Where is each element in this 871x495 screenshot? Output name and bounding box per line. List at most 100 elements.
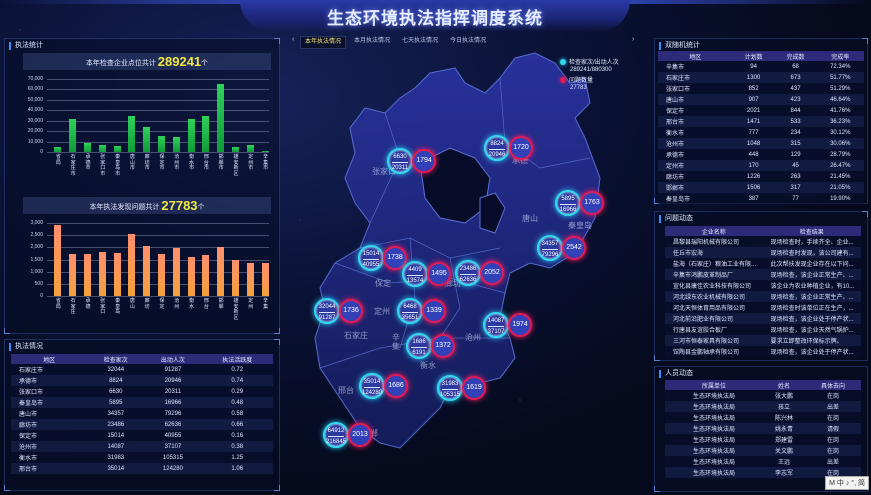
table-row[interactable]: 生态环境执法局 张大鹏 在岗: [665, 390, 861, 401]
bar[interactable]: [261, 150, 269, 152]
bar[interactable]: [128, 116, 136, 152]
issue-count-bubble[interactable]: 1619: [462, 376, 486, 400]
table-row[interactable]: 唐山市 34357 79296 0.58: [11, 408, 273, 419]
issue-count-bubble[interactable]: 1720: [509, 136, 533, 160]
table-row[interactable]: 生态环境执法局 郑建雷 在岗: [665, 434, 861, 445]
table-row[interactable]: 辛集市 94 68 72.34%: [658, 61, 864, 72]
bar[interactable]: [187, 118, 195, 152]
issue-count-bubble[interactable]: 1736: [339, 299, 363, 323]
table-row[interactable]: 廊坊市 1226 263 21.45%: [658, 171, 864, 182]
bar[interactable]: [172, 247, 180, 296]
table-row[interactable]: 昌黎县瑞阳机械有限公司 现场检查时，手续齐全、企业...: [665, 236, 861, 247]
issue-count-bubble[interactable]: 1974: [508, 313, 532, 337]
issue-count-bubble[interactable]: 1763: [580, 191, 604, 215]
issue-count-bubble[interactable]: 1686: [384, 374, 408, 398]
table-row[interactable]: 保定市 15014 40955 0.16: [11, 430, 273, 441]
table-row[interactable]: 生态环境执法局 王远 出差: [665, 456, 861, 467]
table-row[interactable]: 河北绿东农业机械有限公司 现场检查，该企业正常生产、...: [665, 291, 861, 302]
table-row[interactable]: 盐海（石家庄）粮油工业有限... 此次帮扶发现企业存在以下问...: [665, 258, 861, 269]
table-row[interactable]: 秦皇岛市 5895 16966 0.48: [11, 397, 273, 408]
bar[interactable]: [69, 253, 77, 296]
bar[interactable]: [202, 254, 210, 296]
table-row[interactable]: 任丘市宏海 现场检查时发现，该公司建有...: [665, 247, 861, 258]
bar[interactable]: [54, 147, 62, 152]
bar[interactable]: [84, 142, 91, 152]
table-row[interactable]: 张家口市 852 437 51.29%: [658, 83, 864, 94]
inspect-count-bubble[interactable]: 6468 35651: [397, 298, 423, 324]
inspect-count-bubble[interactable]: 1686 6191: [406, 333, 432, 359]
tab-seven-days[interactable]: 七天执法情况: [402, 38, 439, 44]
table-row[interactable]: 衡水市 777 234 30.12%: [658, 127, 864, 138]
bar[interactable]: [172, 137, 180, 152]
inspect-count-bubble[interactable]: 23486 62636: [455, 260, 481, 286]
table-row[interactable]: 张家口市 6630 20311 0.29: [11, 386, 273, 397]
bar[interactable]: [143, 127, 151, 152]
table-row[interactable]: 衡水市 31983 105315 1.25: [11, 452, 273, 463]
bar[interactable]: [202, 115, 210, 152]
bar[interactable]: [143, 246, 151, 296]
issue-count-bubble[interactable]: 1372: [431, 334, 455, 358]
tab-prev-arrow-icon[interactable]: ‹: [292, 36, 295, 43]
table-row[interactable]: 生态环境执法局 关文鹏 在岗: [665, 445, 861, 456]
table-row[interactable]: 邯郸市 1506 317 21.05%: [658, 182, 864, 193]
inspect-count-bubble[interactable]: 4409 13574: [402, 261, 428, 287]
table-row[interactable]: 河北前沿肥业有限公司 现场检查，该企业处于停产状...: [665, 313, 861, 324]
tab-next-arrow-icon[interactable]: ›: [632, 36, 635, 43]
tab-this-month[interactable]: 本月执法情况: [354, 38, 391, 44]
issue-count-bubble[interactable]: 2052: [480, 261, 504, 285]
issue-count-bubble[interactable]: 1738: [383, 246, 407, 270]
issue-count-bubble[interactable]: 1495: [427, 262, 451, 286]
inspect-count-bubble[interactable]: 15014 40955: [358, 245, 384, 271]
tab-today[interactable]: 今日执法情况: [450, 38, 487, 44]
bar[interactable]: [261, 262, 269, 296]
table-row[interactable]: 定州市 170 45 26.47%: [658, 160, 864, 171]
table-row[interactable]: 三河市恒泰家具有限公司 要求立即整改环保标示牌。: [665, 335, 861, 346]
inspect-count-bubble[interactable]: 14087 37107: [483, 312, 509, 338]
table-row[interactable]: 宣化县康佳农业科技有限公司 该企业为农业种植企业，有10...: [665, 280, 861, 291]
bar[interactable]: [232, 147, 239, 152]
table-row[interactable]: 秦皇岛市 387 77 19.90%: [658, 193, 864, 204]
table-row[interactable]: 沧州市 14087 37107 0.38: [11, 441, 273, 452]
bar[interactable]: [232, 259, 239, 296]
bar[interactable]: [246, 145, 254, 152]
tab-this-year[interactable]: 本年执法情况: [300, 36, 347, 49]
table-row[interactable]: 行唐县友谊胶合板厂 现场检查，该企业天然气锅炉...: [665, 324, 861, 335]
bar[interactable]: [69, 118, 77, 152]
inspect-count-bubble[interactable]: 35014 124280: [359, 373, 385, 399]
bar[interactable]: [54, 224, 62, 296]
bar[interactable]: [98, 252, 106, 296]
inspect-count-bubble[interactable]: 6630 20311: [387, 148, 413, 174]
bar[interactable]: [158, 136, 165, 152]
bar[interactable]: [113, 145, 121, 152]
bar[interactable]: [84, 254, 91, 296]
hebei-map[interactable]: 张家口 承德 唐山 秦皇岛 保定 廊坊 石家庄 定州 辛集 沧州 衡水 邢台 邯…: [300, 48, 640, 493]
table-row[interactable]: 生态环境执法局 姚永青 请假: [665, 423, 861, 434]
issue-count-bubble[interactable]: 2542: [562, 236, 586, 260]
table-row[interactable]: 承德市 8824 20946 0.74: [11, 375, 273, 386]
table-row[interactable]: 保定市 2021 844 41.76%: [658, 105, 864, 116]
table-row[interactable]: 廊坊市 23486 62636 0.66: [11, 419, 273, 430]
inspect-count-bubble[interactable]: 64912 216845: [323, 422, 349, 448]
table-row[interactable]: 石家庄市 1300 673 51.77%: [658, 72, 864, 83]
table-row[interactable]: 承德市 448 129 28.79%: [658, 149, 864, 160]
inspect-count-bubble[interactable]: 31983 105315: [437, 375, 463, 401]
bar[interactable]: [128, 234, 136, 296]
inspect-count-bubble[interactable]: 34357 79296: [537, 235, 563, 261]
inspect-count-bubble[interactable]: 5895 16966: [555, 190, 581, 216]
table-row[interactable]: 石家庄市 32044 91287 0.72: [11, 364, 273, 375]
table-row[interactable]: 生态环境执法局 陈兴林 在岗: [665, 412, 861, 423]
bar[interactable]: [158, 253, 165, 296]
bar[interactable]: [98, 145, 106, 152]
bar[interactable]: [217, 247, 225, 296]
table-row[interactable]: 馆陶县金鹏轴承有限公司 现场检查，该企业处于停产状...: [665, 346, 861, 357]
issue-count-bubble[interactable]: 1794: [412, 149, 436, 173]
table-row[interactable]: 河北天恒体育用品有限公司 现场检查时该单位正在生产，...: [665, 302, 861, 313]
table-row[interactable]: 邢台市 35014 124280 1.06: [11, 463, 273, 474]
ime-toolbar[interactable]: M 中 ♪ °, 简: [825, 476, 869, 490]
table-row[interactable]: 唐山市 907 423 46.64%: [658, 94, 864, 105]
issue-count-bubble[interactable]: 2013: [348, 423, 372, 447]
bar[interactable]: [246, 263, 254, 296]
bar[interactable]: [187, 256, 195, 296]
issue-count-bubble[interactable]: 1339: [422, 299, 446, 323]
bar[interactable]: [113, 253, 121, 296]
